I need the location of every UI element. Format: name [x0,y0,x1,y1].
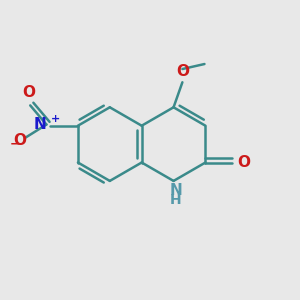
Text: O: O [176,64,189,79]
Text: O: O [14,133,26,148]
Text: H: H [170,193,182,207]
Text: −: − [10,138,20,151]
Text: +: + [51,114,60,124]
Text: O: O [22,85,35,100]
Text: N: N [34,117,46,132]
Text: O: O [237,155,250,170]
Text: N: N [169,183,182,198]
